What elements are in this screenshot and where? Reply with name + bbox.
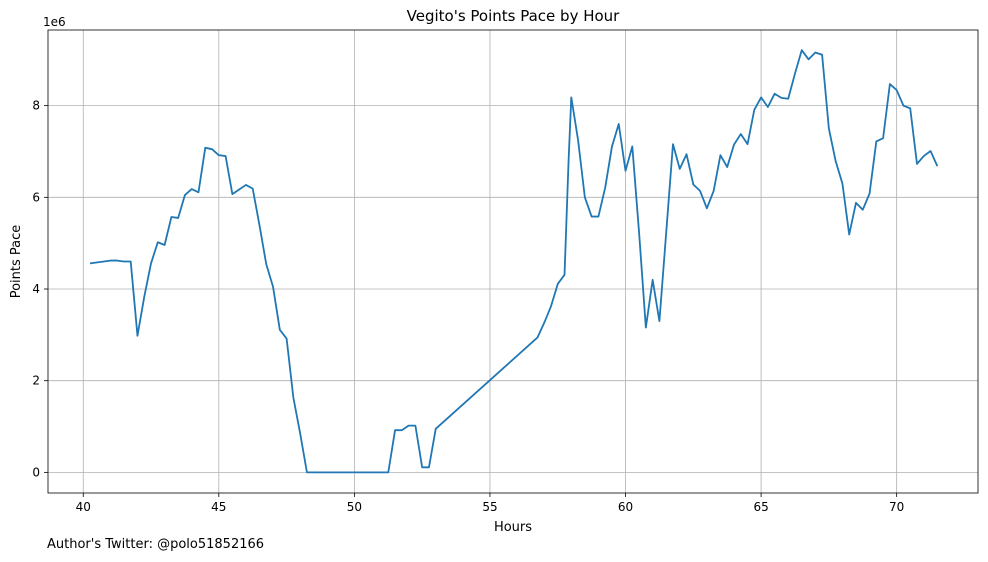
x-tick-label: 70 [889,500,904,514]
y-axis-label: Points Pace [9,225,24,299]
y-tick-label: 4 [32,282,40,296]
y-tick-label: 0 [32,465,40,479]
x-tick-label: 65 [753,500,768,514]
x-tick-label: 40 [76,500,91,514]
series-line [89,49,939,474]
x-axis-ticks: 40 45 50 55 60 65 70 [76,493,904,514]
author-credit: Author's Twitter: @polo51852166 [47,537,265,552]
x-tick-label: 55 [482,500,497,514]
series-layer [89,49,939,474]
y-tick-label: 6 [32,190,40,204]
y-axis-ticks: 0 2 4 6 8 [32,99,48,479]
x-tick-label: 60 [618,500,633,514]
chart-title: Vegito's Points Pace by Hour [407,7,621,25]
y-axis-offset-label: 1e6 [43,15,66,29]
y-tick-label: 2 [32,374,40,388]
x-tick-label: 45 [211,500,226,514]
plot-frame [47,29,979,494]
grid-lines [48,30,978,493]
x-axis-label: Hours [494,520,532,535]
x-tick-label: 50 [347,500,362,514]
y-tick-label: 8 [32,99,40,113]
